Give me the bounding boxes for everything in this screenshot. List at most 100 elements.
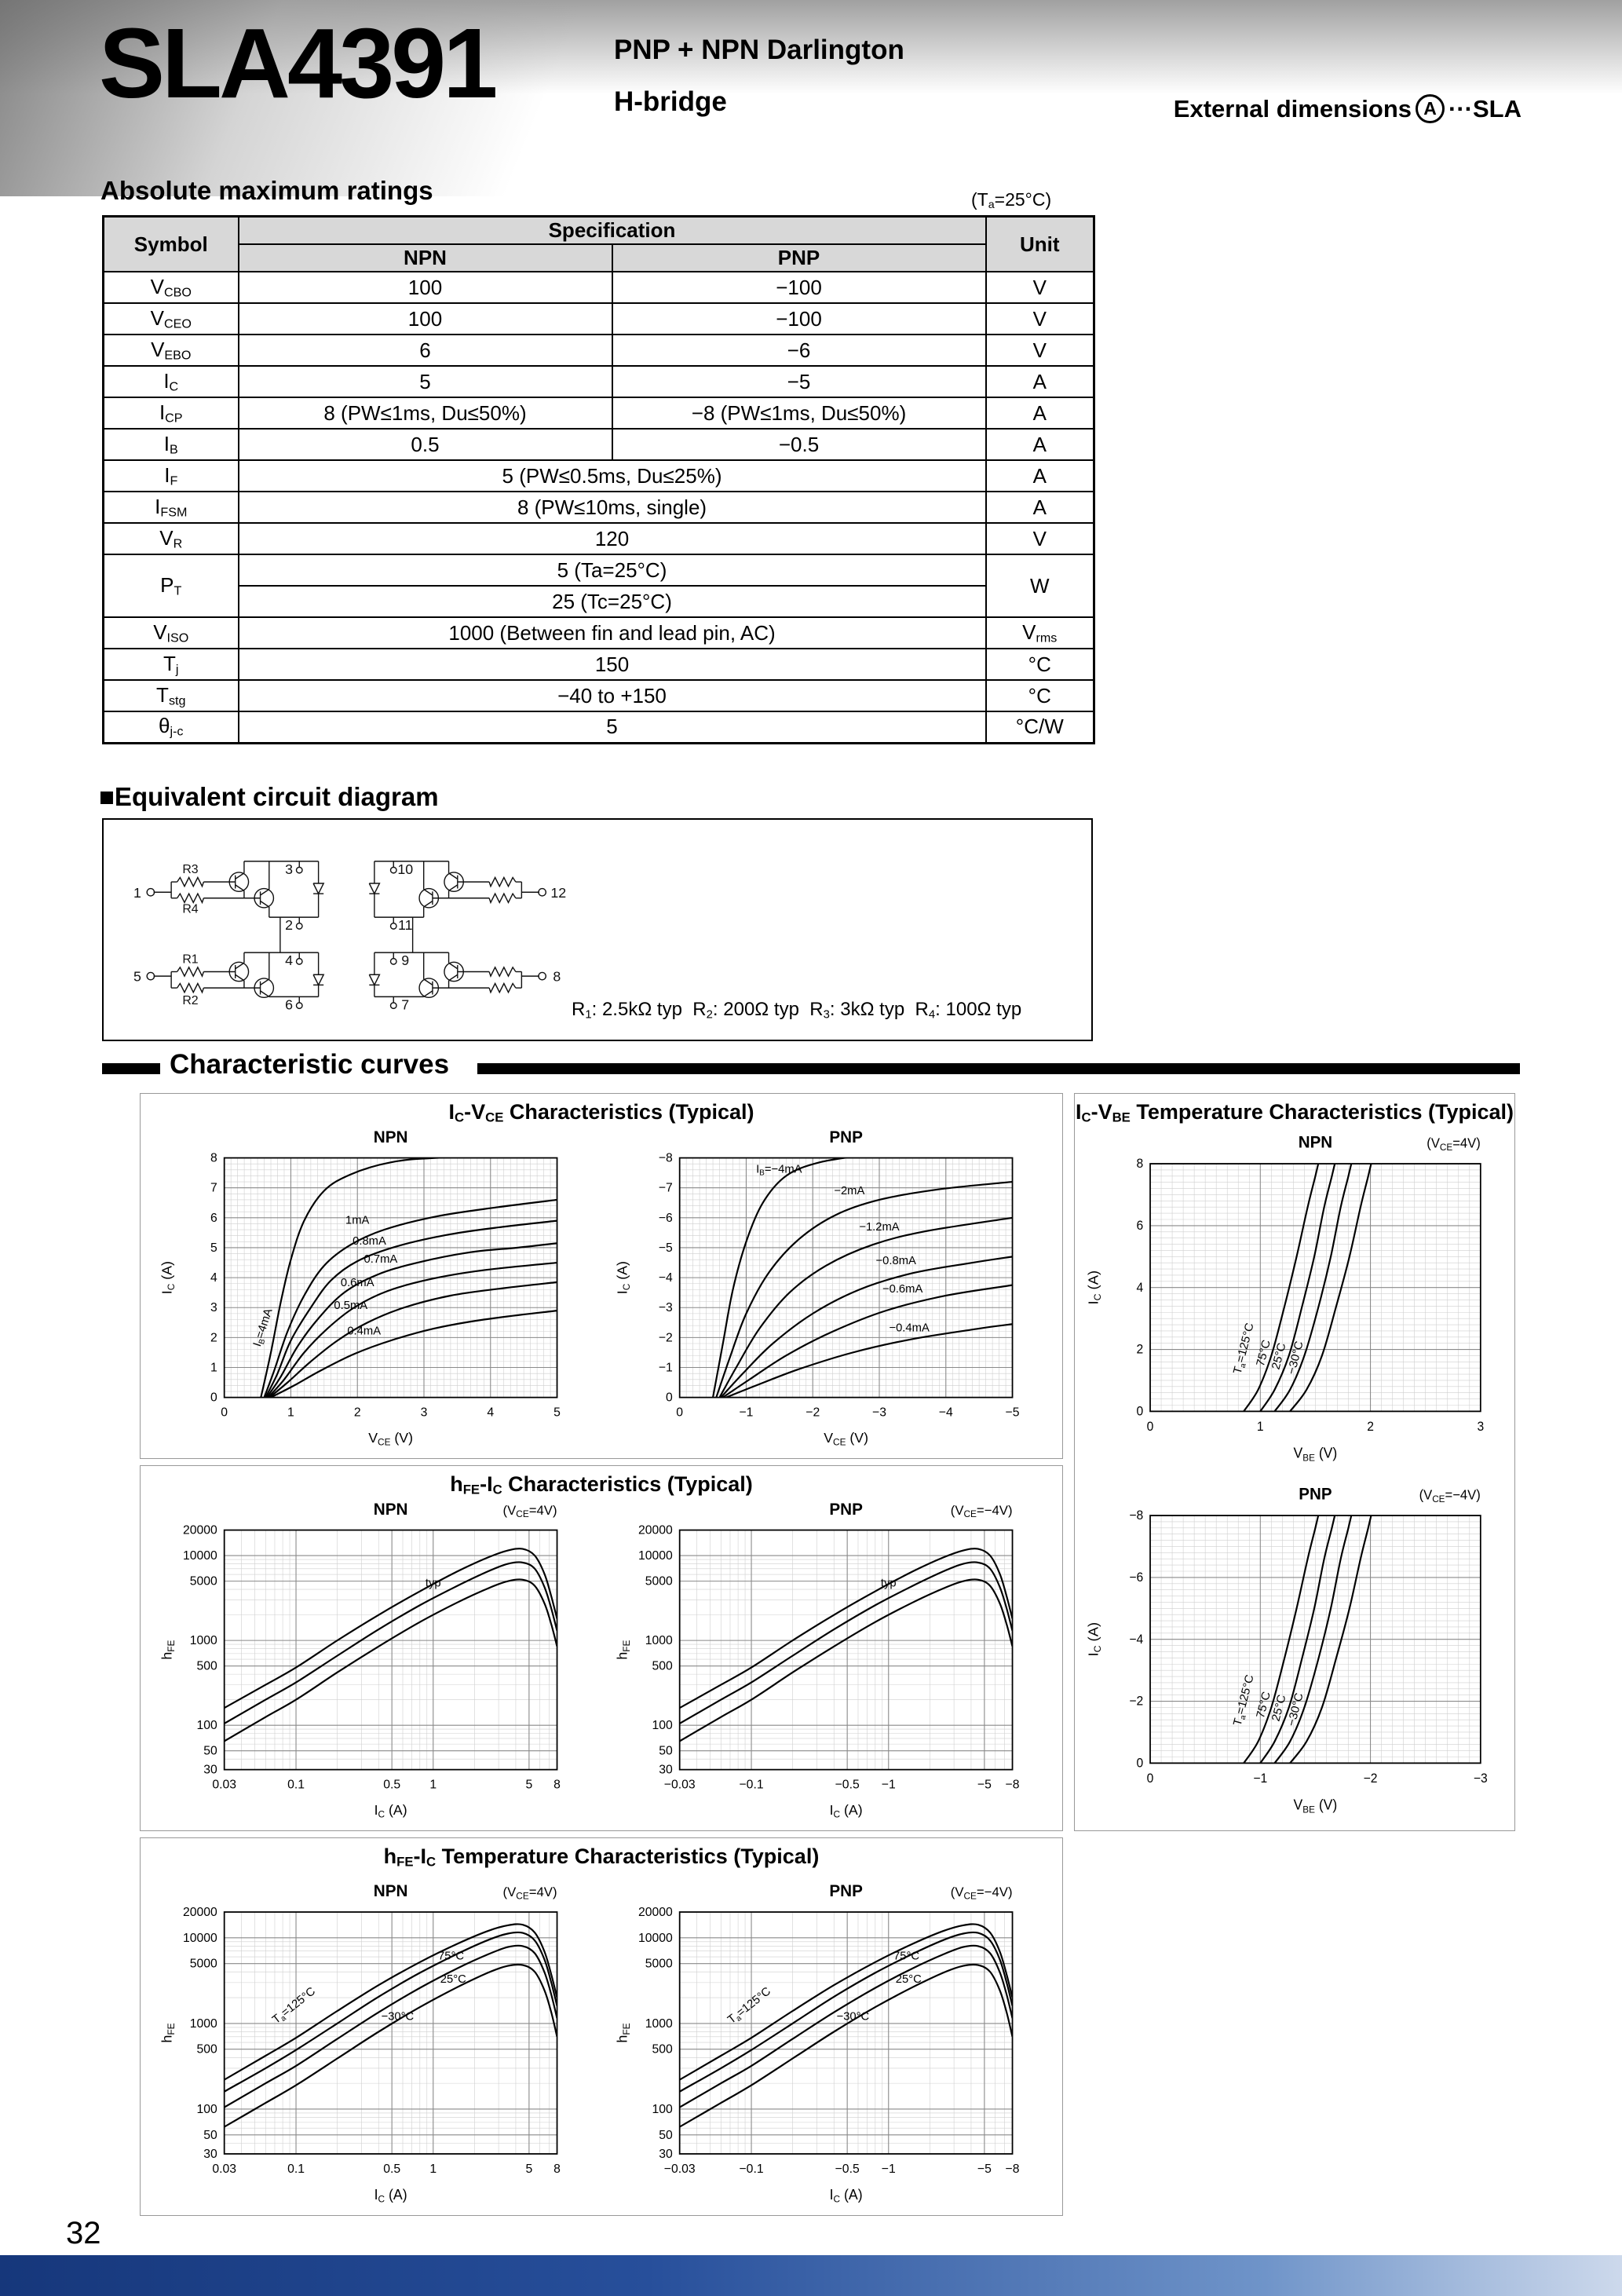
chart-icvce-npn: 0 1 2 3 4 5012345678IB=4mA1mA0.8mA0.7mA0.6mA0… — [159, 1128, 561, 1448]
unit-cell: A — [985, 491, 1095, 524]
y-tick-label: 20000 — [638, 1906, 673, 1919]
chart-box-ic-vce: IC-VCE Characteristics (Typical) 0 1 2 3 4 5 0… — [140, 1093, 1063, 1459]
table-row: Tj 150 °C — [102, 648, 1095, 681]
condition-label: (VCE=−4V) — [951, 1885, 1013, 1902]
y-tick-label: 10000 — [183, 1932, 217, 1945]
table-row: θj-c 5 °C/W — [102, 711, 1095, 744]
unit-cell: A — [985, 365, 1095, 398]
npn-cell: 8 (PW≤1ms, Du≤50%) — [237, 397, 613, 430]
x-tick-label: 4 — [487, 1406, 494, 1419]
curve-label: 25°C — [440, 1973, 466, 1986]
x-tick-label: −2 — [1364, 1771, 1378, 1786]
table-row: VCEO 100 −100 V — [102, 302, 1095, 335]
x-tick-label: −4 — [939, 1406, 953, 1419]
x-tick-label: 5 — [553, 1406, 561, 1419]
y-tick-label: −2 — [1129, 1694, 1143, 1708]
x-axis-label: VCE (V) — [824, 1430, 868, 1448]
circuit-section-title: ■Equivalent circuit diagram — [99, 782, 439, 811]
chart-box-ic-vbe-temperature: IC-VBE Temperature Characteristics (Typi… — [1074, 1093, 1515, 1831]
y-tick-label: −7 — [659, 1182, 673, 1195]
device-label: PNP — [1299, 1485, 1332, 1504]
curve-label: 1mA — [345, 1214, 370, 1227]
curve-hfe-npn — [224, 1548, 557, 1709]
symbol-cell: PT — [102, 554, 239, 618]
curve-icvce-npn — [263, 1198, 557, 1398]
x-tick-label: −0.1 — [739, 1778, 763, 1791]
x-tick-label: 1 — [429, 2163, 437, 2176]
curve-hfe-pnp — [679, 1578, 1013, 1742]
ratings-table: Symbol Specification Unit NPN PNP VCBO 10… — [102, 215, 1096, 744]
y-tick-label: 0 — [1137, 1404, 1144, 1418]
y-tick-label: −2 — [659, 1331, 673, 1344]
unit-cell: V — [985, 334, 1095, 367]
y-tick-label: 1000 — [190, 2017, 217, 2031]
y-tick-label: 5000 — [645, 1575, 673, 1589]
x-tick-label: 0 — [221, 1406, 228, 1419]
pin-number: R1 — [182, 952, 198, 966]
curve-label: −0.4mA — [889, 1322, 929, 1335]
curve-label: −0.6mA — [882, 1283, 922, 1296]
curve-label: Ta=125°C — [270, 1985, 319, 2028]
x-tick-label: 3 — [1477, 1420, 1484, 1434]
x-tick-label: −5 — [1006, 1406, 1020, 1419]
unit-cell: Vrms — [985, 616, 1095, 649]
device-label: PNP — [829, 1882, 863, 1900]
rule-bar-left — [102, 1063, 160, 1074]
external-dimensions: External dimensions A ···SLA — [1174, 94, 1522, 123]
y-tick-label: 20000 — [183, 1524, 217, 1537]
curve-icvce-pnp — [720, 1256, 1013, 1398]
pin-number: 1 — [133, 885, 141, 901]
x-tick-label: −8 — [1006, 1778, 1020, 1791]
curve-label: −0.8mA — [876, 1255, 916, 1267]
y-axis-label: IC (A) — [615, 1261, 633, 1294]
y-tick-label: −5 — [659, 1241, 673, 1255]
table-row: Tstg −40 to +150 °C — [102, 679, 1095, 712]
col-pnp: PNP — [611, 243, 987, 272]
unit-cell: W — [985, 554, 1095, 618]
unit-cell: A — [985, 459, 1095, 492]
condition-label: (VCE=4V) — [1427, 1135, 1481, 1153]
chart-box-hfe-ic: hFE-IC Characteristics (Typical) 0.03 0.1… — [140, 1465, 1063, 1831]
symbol-cell: ICP — [102, 397, 239, 430]
chart-hfe-pnp: −0.03 −0.1 −0.5 −1 −5 −8 30 50 100 500 1000 5000 100… — [615, 1501, 1020, 1820]
col-specification: Specification — [237, 215, 987, 245]
y-tick-label: 3 — [210, 1301, 217, 1314]
y-tick-label: 30 — [203, 2148, 217, 2161]
spec-cell: 150 — [237, 648, 987, 681]
x-tick-label: 0.1 — [287, 1778, 305, 1791]
y-tick-label: 500 — [197, 1660, 218, 1673]
pin-number: 8 — [553, 969, 561, 985]
y-tick-label: 50 — [203, 2129, 217, 2142]
unit-cell: V — [985, 302, 1095, 335]
curve-hfetemp-npn — [224, 1963, 557, 2128]
npn-cell: 100 — [237, 271, 613, 304]
symbol-cell: VR — [102, 522, 239, 555]
subtitle-device-type: PNP + NPN Darlington — [614, 35, 904, 65]
device-label: NPN — [374, 1128, 408, 1146]
unit-cell: V — [985, 522, 1095, 555]
chart-ic-vbe-npn: 0 1 2 3 0 2 4 6 8 Ta=125°C 75°C 25°C −30°C NPN (VCE=4V… — [1080, 1128, 1510, 1466]
x-tick-label: −1 — [739, 1406, 753, 1419]
x-tick-label: −0.5 — [835, 1778, 860, 1791]
pin-number: 12 — [550, 885, 566, 901]
x-tick-label: 5 — [525, 2163, 532, 2176]
curve-label: typ — [426, 1578, 441, 1590]
y-tick-label: 50 — [659, 1745, 673, 1758]
pin-number: 11 — [398, 917, 413, 933]
x-tick-label: 0.1 — [287, 2163, 305, 2176]
table-row: IF 5 (PW≤0.5ms, Du≤25%) A — [102, 459, 1095, 492]
curve-label: 0.4mA — [347, 1325, 381, 1338]
npn-cell: 100 — [237, 302, 613, 335]
pnp-cell: −8 (PW≤1ms, Du≤50%) — [611, 397, 987, 430]
x-tick-label: −5 — [977, 1778, 992, 1791]
y-tick-label: −6 — [659, 1212, 673, 1225]
y-tick-label: 30 — [659, 1764, 673, 1777]
npn-cell: 0.5 — [237, 428, 613, 461]
chart-box-hfe-ic-temperature: hFE-IC Temperature Characteristics (Typi… — [140, 1837, 1063, 2216]
curve-icvbe-pnp — [1259, 1515, 1336, 1764]
y-tick-label: 10000 — [638, 1549, 673, 1563]
y-tick-label: 1000 — [190, 1634, 217, 1647]
x-tick-label: 8 — [553, 1778, 561, 1791]
unit-cell: °C/W — [985, 711, 1095, 744]
x-tick-label: 0.03 — [212, 1778, 236, 1791]
